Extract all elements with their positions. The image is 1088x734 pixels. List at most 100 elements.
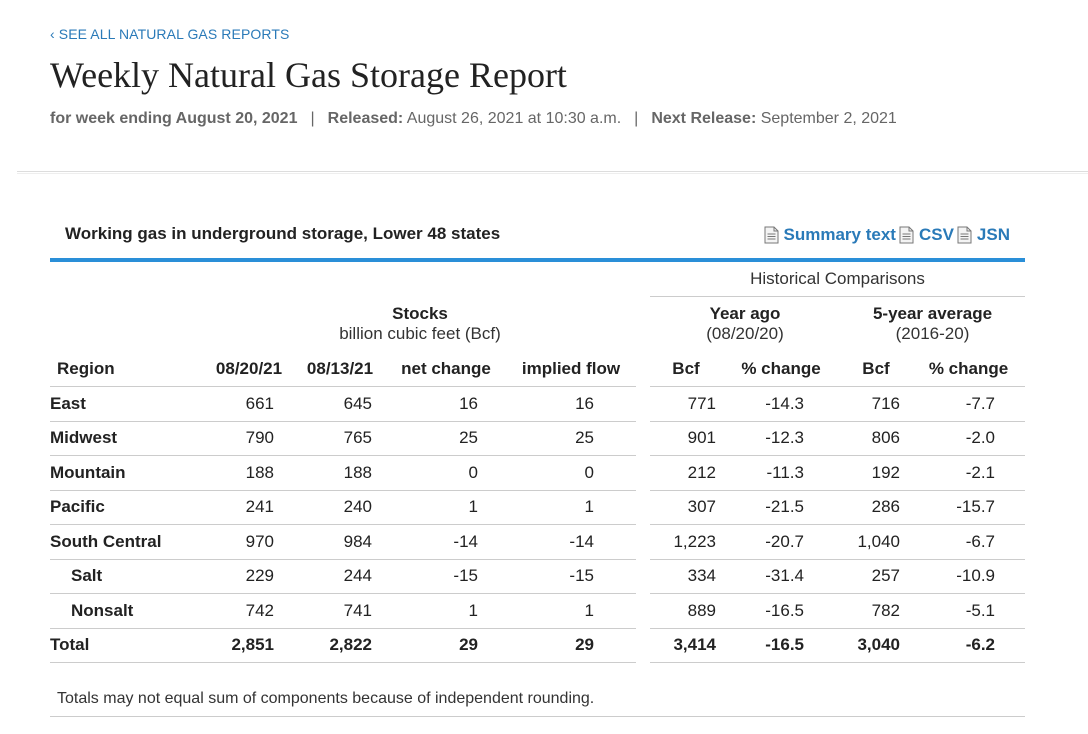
historical-comparisons-header: Historical Comparisons <box>650 262 1025 297</box>
value-cell: -15 <box>506 559 636 594</box>
value-cell: 0 <box>386 455 506 491</box>
value-cell: -21.5 <box>722 490 840 525</box>
json-label: JSN <box>976 225 1010 244</box>
table-row: Mountain 188 188 0 0 212 -11.3 192 -2.1 <box>50 455 1025 491</box>
footnote: Totals may not equal sum of components b… <box>57 690 595 707</box>
table-row: East 661 645 16 16 771 -14.3 716 -7.7 <box>50 386 1025 422</box>
summary-text-link[interactable]: Summary text <box>764 225 896 245</box>
value-cell: 307 <box>650 490 722 525</box>
meta-separator: | <box>634 110 639 127</box>
value-cell: 192 <box>840 455 912 491</box>
value-cell: 3,040 <box>840 628 912 663</box>
table-row: Midwest 790 765 25 25 901 -12.3 806 -2.0 <box>50 421 1025 456</box>
value-cell: 716 <box>840 386 912 422</box>
value-cell: 645 <box>294 386 386 422</box>
value-cell: 2,822 <box>294 628 386 663</box>
meta-separator: | <box>310 110 315 127</box>
region-cell: Mountain <box>50 455 204 491</box>
column-header: % change <box>722 351 840 387</box>
value-cell: 889 <box>650 593 722 629</box>
value-cell: 25 <box>386 421 506 456</box>
total-row: Total 2,851 2,822 29 29 3,414 -16.5 3,040 -6.2 <box>50 628 1025 663</box>
stocks-header: Stocks billion cubic feet (Bcf) <box>204 297 636 352</box>
value-cell: -14 <box>506 524 636 560</box>
value-cell: 806 <box>840 421 912 456</box>
value-cell: 240 <box>294 490 386 525</box>
csv-label: CSV <box>918 225 954 244</box>
value-cell: -31.4 <box>722 559 840 594</box>
document-icon <box>899 226 914 244</box>
value-cell: 244 <box>294 559 386 594</box>
column-header: Region <box>50 351 204 387</box>
value-cell: 257 <box>840 559 912 594</box>
table-row: Nonsalt 742 741 1 1 889 -16.5 782 -5.1 <box>50 593 1025 629</box>
stocks-unit: billion cubic feet (Bcf) <box>339 323 501 343</box>
region-cell: Total <box>50 628 204 663</box>
value-cell: -20.7 <box>722 524 840 560</box>
value-cell: -12.3 <box>722 421 840 456</box>
column-header: Bcf <box>840 351 912 387</box>
value-cell: 1,040 <box>840 524 912 560</box>
value-cell: 188 <box>204 455 294 491</box>
table-title: Working gas in underground storage, Lowe… <box>65 224 501 243</box>
year-ago-title: Year ago <box>709 304 781 323</box>
value-cell: -15.7 <box>912 490 1025 525</box>
value-cell: -16.5 <box>722 593 840 629</box>
value-cell: 1,223 <box>650 524 722 560</box>
value-cell: -11.3 <box>722 455 840 491</box>
value-cell: 29 <box>506 628 636 663</box>
value-cell: -2.0 <box>912 421 1025 456</box>
five-year-range: (2016-20) <box>895 324 970 343</box>
table-row: Salt 229 244 -15 -15 334 -31.4 257 -10.9 <box>50 559 1025 594</box>
value-cell: 970 <box>204 524 294 560</box>
value-cell: 661 <box>204 386 294 422</box>
value-cell: 901 <box>650 421 722 456</box>
next-release-value: September 2, 2021 <box>760 110 897 127</box>
value-cell: -7.7 <box>912 386 1025 422</box>
released-value: August 26, 2021 at 10:30 a.m. <box>406 110 622 127</box>
next-release-label: Next Release: <box>651 110 757 127</box>
released-label: Released: <box>327 110 404 127</box>
value-cell: 2,851 <box>204 628 294 663</box>
column-header: implied flow <box>506 351 636 387</box>
five-year-header: 5-year average (2016-20) <box>840 297 1025 352</box>
value-cell: 790 <box>204 421 294 456</box>
csv-link[interactable]: CSV <box>899 225 954 245</box>
value-cell: -14 <box>386 524 506 560</box>
region-cell: Pacific <box>50 490 204 525</box>
value-cell: -16.5 <box>722 628 840 663</box>
document-icon <box>764 226 779 244</box>
value-cell: 1 <box>506 490 636 525</box>
value-cell: 984 <box>294 524 386 560</box>
value-cell: 16 <box>386 386 506 422</box>
value-cell: 188 <box>294 455 386 491</box>
table-row: South Central 970 984 -14 -14 1,223 -20.7 1,040… <box>50 524 1025 560</box>
value-cell: -6.7 <box>912 524 1025 560</box>
stocks-title: Stocks <box>392 303 448 323</box>
table-row: Pacific 241 240 1 1 307 -21.5 286 -15.7 <box>50 490 1025 525</box>
value-cell: 29 <box>386 628 506 663</box>
value-cell: -10.9 <box>912 559 1025 594</box>
download-links: Summary text CSV JSN <box>761 225 1010 245</box>
value-cell: 212 <box>650 455 722 491</box>
value-cell: 25 <box>506 421 636 456</box>
year-ago-header: Year ago (08/20/20) <box>650 297 840 352</box>
section-divider <box>17 171 1088 172</box>
region-cell: South Central <box>50 524 204 560</box>
column-header: 08/13/21 <box>294 351 386 387</box>
region-cell: Salt <box>50 559 204 594</box>
json-link[interactable]: JSN <box>957 225 1010 245</box>
value-cell: 741 <box>294 593 386 629</box>
value-cell: -5.1 <box>912 593 1025 629</box>
value-cell: -6.2 <box>912 628 1025 663</box>
value-cell: 16 <box>506 386 636 422</box>
value-cell: 229 <box>204 559 294 594</box>
value-cell: 286 <box>840 490 912 525</box>
see-all-reports-link[interactable]: ‹ SEE ALL NATURAL GAS REPORTS <box>50 26 290 42</box>
column-header: net change <box>386 351 506 387</box>
value-cell: 765 <box>294 421 386 456</box>
region-cell: Nonsalt <box>50 593 204 629</box>
value-cell: 1 <box>386 490 506 525</box>
year-ago-date: (08/20/20) <box>706 324 784 343</box>
value-cell: 782 <box>840 593 912 629</box>
